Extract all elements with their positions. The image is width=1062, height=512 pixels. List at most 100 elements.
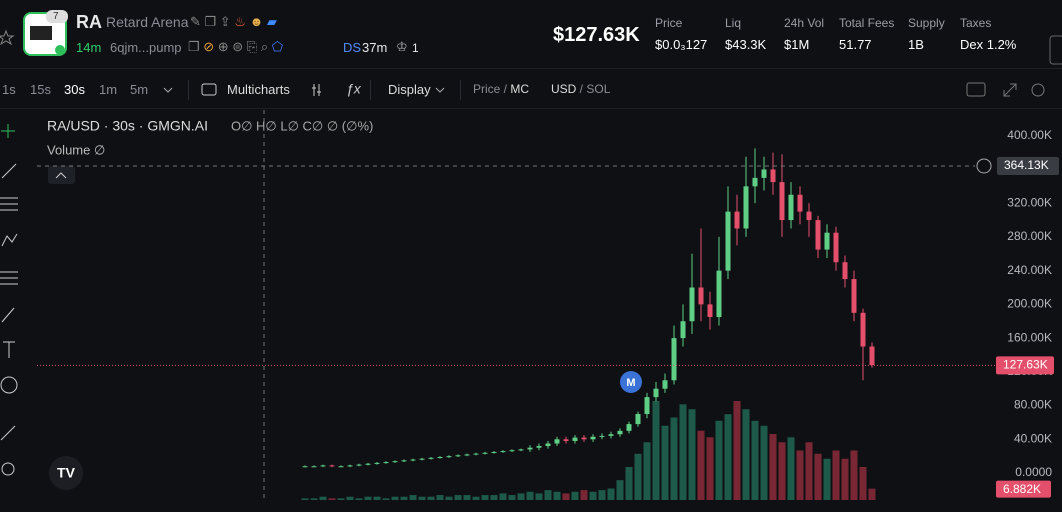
indicator-icon[interactable] <box>312 84 321 96</box>
volume-bar <box>553 491 561 500</box>
candle-body <box>608 434 614 436</box>
tv-logo-text: TV <box>57 465 76 481</box>
left-tools[interactable] <box>0 124 18 476</box>
volume-bar <box>652 401 660 500</box>
candle-body <box>725 211 731 271</box>
badge: 7 <box>53 11 59 22</box>
interval[interactable]: 15s <box>30 82 51 97</box>
candle-body <box>392 461 398 463</box>
candle-body <box>320 465 326 467</box>
candle-body <box>428 457 434 459</box>
y-tick-label: 320.00K <box>1007 195 1052 209</box>
stat-value: $0.0₃127 <box>655 37 708 52</box>
address-icons[interactable]: ❐ ⊘ ⊕ ⊜ ⎘ ⌕ ⬠ <box>188 39 284 54</box>
volume-bar <box>634 453 642 500</box>
interval[interactable]: 1s <box>2 82 16 97</box>
volume-bar <box>400 496 408 500</box>
candle-body <box>860 312 866 347</box>
candle-body <box>518 449 524 451</box>
collapse-button[interactable] <box>48 166 75 184</box>
y-tick-label: 240.00K <box>1007 263 1052 277</box>
mc-option[interactable]: MC <box>510 82 530 96</box>
stat-label: Total Fees <box>839 16 895 30</box>
side-button[interactable] <box>1049 35 1062 65</box>
volume-bar <box>463 495 471 500</box>
volume-bar <box>742 409 750 500</box>
interval[interactable]: 30s <box>64 82 85 97</box>
volume-bar <box>598 490 606 500</box>
stat-value: Dex 1.2% <box>960 37 1017 52</box>
display[interactable]: Display <box>388 82 431 97</box>
volume-bar <box>391 496 399 500</box>
candle-body <box>563 439 569 441</box>
price-mode[interactable]: Price / MC <box>473 82 530 96</box>
candle-body <box>644 397 650 414</box>
collapse-icon <box>55 172 67 179</box>
candle-body <box>401 460 407 462</box>
multicharts[interactable]: Multicharts <box>227 82 290 97</box>
expand-icon[interactable] <box>1003 83 1017 97</box>
divider <box>460 80 461 100</box>
candle-body <box>815 220 821 250</box>
candle-body <box>698 287 704 305</box>
crosshair-label-bg <box>997 156 1059 175</box>
candle-body <box>374 462 380 464</box>
candle-body <box>590 436 596 440</box>
candle-body <box>491 451 497 453</box>
token-name: Retard Arena <box>106 14 189 30</box>
candle-body <box>842 262 848 280</box>
ds[interactable]: DS <box>343 40 362 55</box>
volume-bar <box>589 491 597 500</box>
header-icons[interactable]: ✎ ❐ ⇪ ♨ ☻ ▰ <box>190 14 277 29</box>
volume-bar <box>868 488 876 500</box>
badge-bg <box>46 10 68 23</box>
volume-bar <box>355 498 363 500</box>
candle-body <box>572 437 578 441</box>
crosshair-add <box>976 158 992 174</box>
sol-option[interactable]: SOL <box>586 82 611 96</box>
y-tick-label: 160.00K <box>1007 330 1052 344</box>
volume-bar <box>778 442 786 500</box>
candle-body <box>761 169 767 178</box>
chevrons[interactable] <box>163 87 445 93</box>
settings-icon[interactable] <box>1031 83 1045 97</box>
volume-bar <box>427 496 435 500</box>
tv-logo[interactable] <box>49 456 83 490</box>
candle-body <box>464 454 470 456</box>
volume-bar <box>832 450 840 500</box>
multicharts-icon[interactable] <box>201 83 217 96</box>
interval[interactable]: 5m <box>130 82 149 97</box>
volume-bar <box>517 493 525 500</box>
y-tick-label: 400.00K <box>1007 128 1052 142</box>
dev-marker <box>620 371 642 393</box>
candle-body <box>734 211 740 229</box>
last-volume-label-bg <box>996 480 1051 498</box>
currency[interactable]: USD / SOL <box>551 82 611 96</box>
stat-label: Price <box>655 16 683 30</box>
candle-body <box>851 279 857 313</box>
candle-body <box>680 321 686 339</box>
candle-body <box>770 169 776 183</box>
star-icon[interactable] <box>0 29 15 46</box>
address[interactable]: 6qjm...pump <box>110 40 182 55</box>
volume-bar <box>508 495 516 500</box>
price-option[interactable]: Price <box>473 82 501 96</box>
fx-icon[interactable]: ƒx <box>346 81 362 97</box>
candle-body <box>743 186 749 229</box>
stat-value: $43.3K <box>725 37 767 52</box>
candle-body <box>653 388 659 398</box>
stat-value: 1B <box>908 37 924 52</box>
market-cap: $127.63K <box>553 24 640 46</box>
last-price-label: 127.63K <box>1003 358 1048 372</box>
interval[interactable]: 1m <box>99 82 118 97</box>
camera-icon[interactable] <box>966 82 986 97</box>
holders: 1 <box>412 41 419 55</box>
volume-bar <box>796 450 804 500</box>
divider <box>0 108 1062 109</box>
usd-option[interactable]: USD <box>551 82 577 96</box>
volume-bar <box>418 496 426 500</box>
volume-bar <box>436 495 444 500</box>
candle-body <box>797 194 803 212</box>
candle-body <box>716 270 722 318</box>
